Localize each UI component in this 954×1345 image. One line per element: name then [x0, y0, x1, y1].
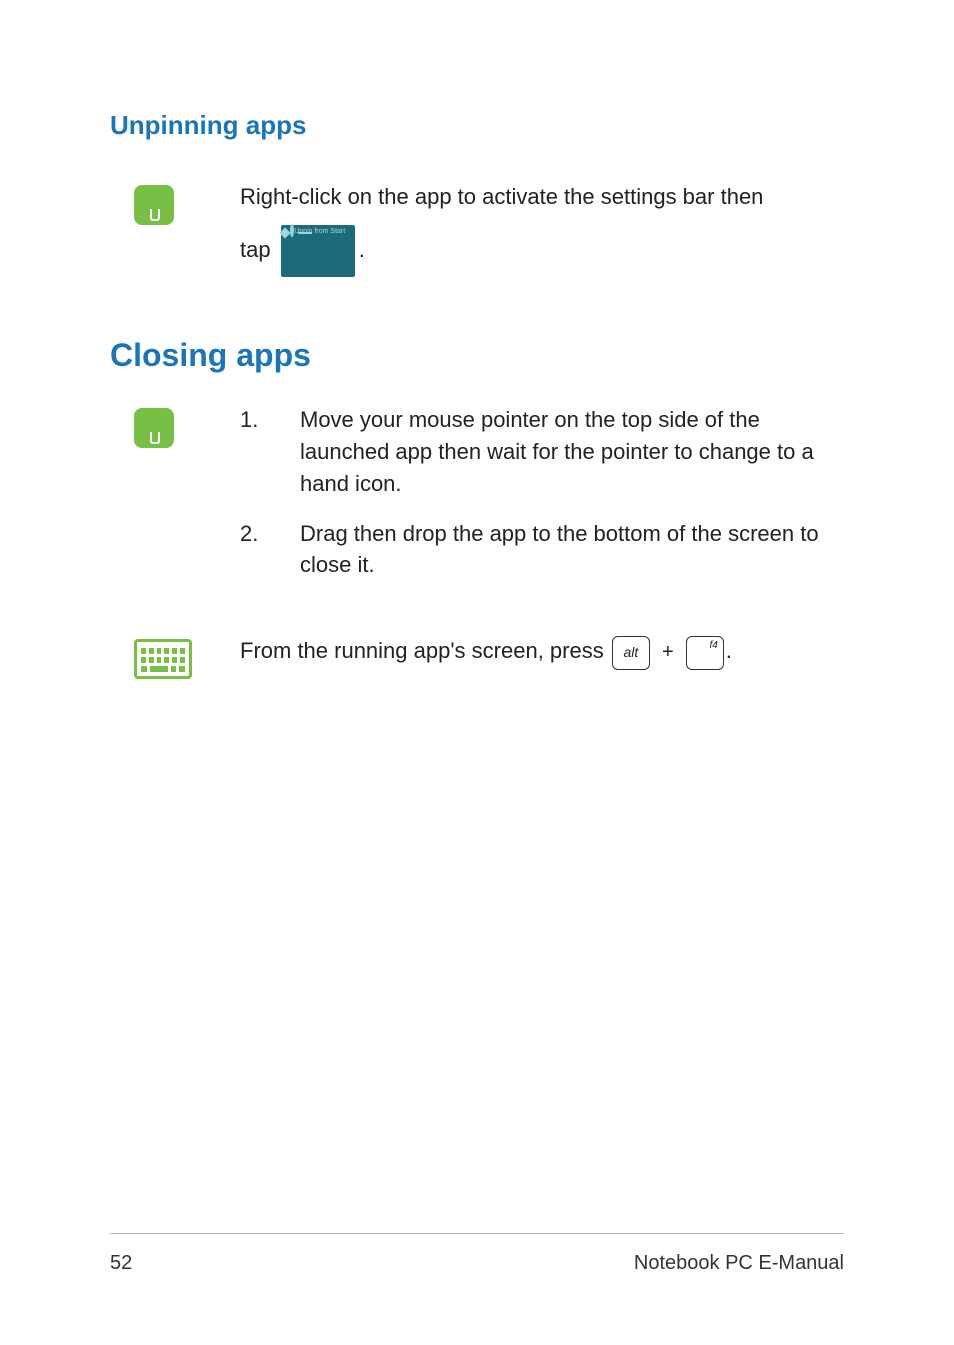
subheading-unpinning: Unpinning apps — [110, 110, 844, 141]
heading-closing: Closing apps — [110, 337, 844, 374]
unpinning-text: Right-click on the app to activate the s… — [240, 181, 844, 277]
period: . — [726, 638, 732, 663]
closing-steps: 1. Move your mouse pointer on the top si… — [240, 404, 844, 599]
closing-mouse-row: 1. Move your mouse pointer on the top si… — [110, 404, 844, 599]
icon-col — [110, 181, 240, 225]
list-item: 1. Move your mouse pointer on the top si… — [240, 404, 844, 500]
step-number: 2. — [240, 518, 300, 582]
unpinning-row: Right-click on the app to activate the s… — [110, 181, 844, 277]
ordered-list: 1. Move your mouse pointer on the top si… — [240, 404, 844, 581]
tap-word: tap — [240, 237, 271, 262]
kbd-text-before: From the running app's screen, press — [240, 638, 604, 663]
footer-rule — [110, 1233, 844, 1234]
list-item: 2. Drag then drop the app to the bottom … — [240, 518, 844, 582]
icon-col — [110, 404, 240, 448]
unpinning-tapline: tap Unpin from Start . — [240, 225, 844, 277]
step-text: Move your mouse pointer on the top side … — [300, 404, 844, 500]
footer-row: 52 Notebook PC E-Manual — [110, 1252, 844, 1275]
period: . — [359, 237, 365, 262]
touchpad-icon — [134, 408, 174, 448]
unpin-from-start-icon: Unpin from Start — [281, 225, 355, 277]
touchpad-icon — [134, 185, 174, 225]
page-footer: 52 Notebook PC E-Manual — [110, 1233, 844, 1275]
step-number: 1. — [240, 404, 300, 500]
keyboard-icon — [134, 639, 192, 679]
key-alt: alt — [612, 636, 650, 670]
closing-keyboard-row: From the running app's screen, press alt… — [110, 635, 844, 679]
key-f4: f4 — [686, 636, 724, 670]
keyboard-text: From the running app's screen, press alt… — [240, 635, 844, 669]
step-text: Drag then drop the app to the bottom of … — [300, 518, 844, 582]
page-number: 52 — [110, 1252, 132, 1275]
unpinning-line1: Right-click on the app to activate the s… — [240, 181, 844, 213]
plus-sign: + — [662, 638, 674, 667]
page: Unpinning apps Right-click on the app to… — [0, 0, 954, 1345]
icon-col — [110, 635, 240, 679]
doc-title: Notebook PC E-Manual — [634, 1252, 844, 1275]
